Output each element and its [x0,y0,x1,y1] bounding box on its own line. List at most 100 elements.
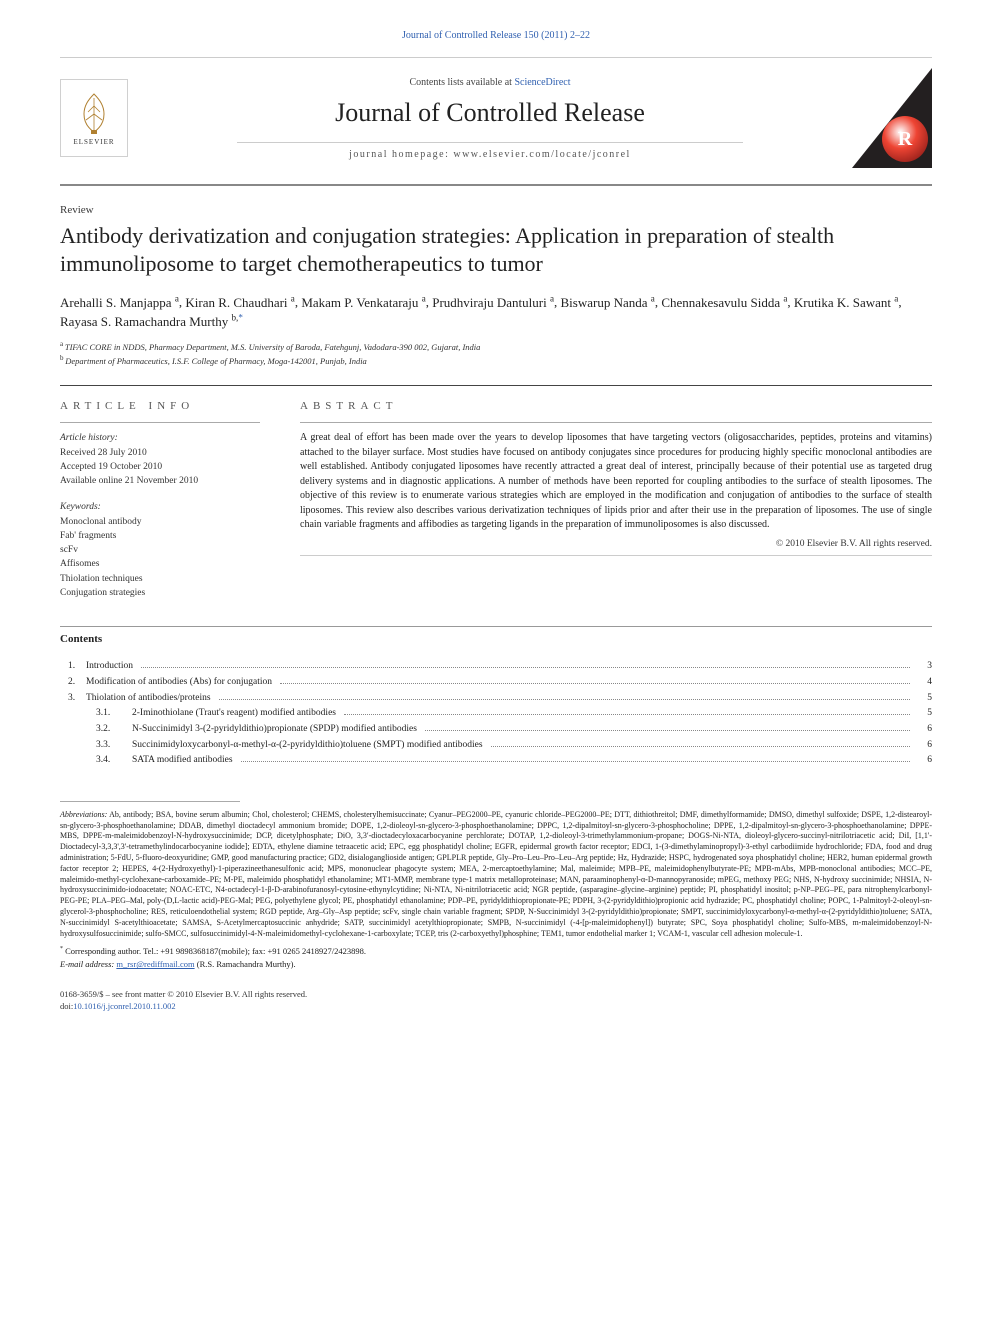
corresponding-author-block: * Corresponding author. Tel.: +91 989836… [60,945,932,971]
rule [60,57,932,58]
toc-row[interactable]: 3.2.N-Succinimidyl 3-(2-pyridyldithio)pr… [60,722,932,738]
affiliations: a TIFAC CORE in NDDS, Pharmacy Departmen… [60,340,932,367]
keyword: Affisomes [60,557,270,571]
article-history: Article history: Received 28 July 2010Ac… [60,431,270,488]
keyword: Monoclonal antibody [60,515,270,529]
rule [237,142,744,143]
author-affiliation-sup: a [422,293,426,303]
toc-subnumber: 3.3. [60,738,132,754]
toc-page: 6 [914,722,932,738]
abstract-text: A great deal of effort has been made ove… [300,431,932,533]
toc-row[interactable]: 1.Introduction 3 [60,659,932,675]
toc-page: 6 [914,738,932,754]
journal-cover-thumbnail[interactable]: R [852,68,932,168]
sciencedirect-link[interactable]: ScienceDirect [514,77,570,88]
toc-subnumber: 3.2. [60,722,132,738]
toc-label: Introduction [86,659,137,675]
abstract-copyright: © 2010 Elsevier B.V. All rights reserved… [300,539,932,549]
doi-prefix: doi: [60,1001,73,1011]
abstract-heading: ABSTRACT [300,400,932,412]
author: Biswarup Nanda a [561,295,655,310]
toc-page: 4 [914,675,932,691]
corresponding-email-link[interactable]: m_rsr@rediffmail.com [116,959,194,969]
toc-row[interactable]: 3.4.SATA modified antibodies6 [60,753,932,769]
affiliation-line: b Department of Pharmaceutics, I.S.F. Co… [60,354,932,368]
abbreviations-label: Abbreviations: [60,810,107,819]
rule [60,422,260,423]
elsevier-logo[interactable]: ELSEVIER [60,79,128,157]
toc-label: N-Succinimidyl 3-(2-pyridyldithio)propio… [132,722,421,738]
article-type-label: Review [60,204,932,216]
toc-row[interactable]: 3.1.2-Iminothiolane (Traut's reagent) mo… [60,706,932,722]
toc-leader-dots [425,730,910,731]
author: Krutika K. Sawant a [794,295,898,310]
doi-link[interactable]: 10.1016/j.jconrel.2010.11.002 [73,1001,175,1011]
author-affiliation-sup: a [175,293,179,303]
contents-section: Contents 1.Introduction32.Modification o… [60,626,932,769]
article-title: Antibody derivatization and conjugation … [60,222,932,278]
author-list: Arehalli S. Manjappa a, Kiran R. Chaudha… [60,292,932,332]
author-affiliation-sup: a [894,293,898,303]
author-affiliation-sup: a [783,293,787,303]
corresponding-line: Corresponding author. Tel.: +91 98983681… [65,946,366,956]
keywords-label: Keywords: [60,500,270,514]
tree-icon [74,90,114,136]
toc-label: SATA modified antibodies [132,753,237,769]
article-info-heading: ARTICLE INFO [60,400,270,412]
copyright-doi-block: 0168-3659/$ – see front matter © 2010 El… [60,989,932,1013]
toc-leader-dots [491,746,910,747]
contents-available-line: Contents lists available at ScienceDirec… [128,77,852,88]
keyword: scFv [60,543,270,557]
footnote-rule [60,801,240,802]
author: Chennakesavulu Sidda a [661,295,787,310]
history-line: Available online 21 November 2010 [60,474,270,488]
article-info-column: ARTICLE INFO Article history: Received 2… [60,400,270,600]
toc-leader-dots [219,699,910,700]
corresponding-star-link[interactable]: * [238,314,243,329]
homepage-url[interactable]: www.elsevier.com/locate/jconrel [453,149,630,160]
elsevier-wordmark: ELSEVIER [73,138,114,146]
affiliation-line: a TIFAC CORE in NDDS, Pharmacy Departmen… [60,340,932,354]
toc-row[interactable]: 3.Thiolation of antibodies/proteins 5 [60,691,932,707]
abbreviations-text: Ab, antibody; BSA, bovine serum albumin;… [60,810,932,938]
author: Prudhviraju Dantuluri a [432,295,554,310]
toc-label: Thiolation of antibodies/proteins [86,691,215,707]
abbreviations-block: Abbreviations: Ab, antibody; BSA, bovine… [60,810,932,940]
author-affiliation-sup: a [651,293,655,303]
contents-heading: Contents [60,626,932,649]
toc-number: 3. [60,691,86,707]
front-matter-line: 0168-3659/$ – see front matter © 2010 El… [60,989,932,1001]
toc-row[interactable]: 3.3.Succinimidyloxycarbonyl-α-methyl-α-(… [60,738,932,754]
author: Rayasa S. Ramachandra Murthy b,* [60,314,243,329]
keyword: Fab' fragments [60,529,270,543]
toc-label: 2-Iminothiolane (Traut's reagent) modifi… [132,706,340,722]
journal-title: Journal of Controlled Release [128,98,852,128]
toc-number: 1. [60,659,86,675]
keyword: Conjugation strategies [60,586,270,600]
toc-page: 3 [914,659,932,675]
toc-label: Modification of antibodies (Abs) for con… [86,675,276,691]
toc-row[interactable]: 2.Modification of antibodies (Abs) for c… [60,675,932,691]
author: Arehalli S. Manjappa a [60,295,179,310]
email-label: E-mail address: [60,959,114,969]
rule [300,555,932,556]
history-line: Received 28 July 2010 [60,446,270,460]
email-suffix: (R.S. Ramachandra Murthy). [195,959,296,969]
toc-number: 2. [60,675,86,691]
toc-page: 5 [914,691,932,707]
toc-leader-dots [280,683,910,684]
star-icon: * [60,947,63,953]
info-abstract-row: ARTICLE INFO Article history: Received 2… [60,385,932,600]
keywords-block: Keywords: Monoclonal antibodyFab' fragme… [60,500,270,600]
masthead: ELSEVIER Contents lists available at Sci… [60,62,932,176]
toc-label: Succinimidyloxycarbonyl-α-methyl-α-(2-py… [132,738,487,754]
author-affiliation-sup: a [550,293,554,303]
abstract-column: ABSTRACT A great deal of effort has been… [300,400,932,600]
author-affiliation-sup: a [291,293,295,303]
author: Makam P. Venkataraju a [301,295,425,310]
cover-ball-icon: R [882,116,928,162]
journal-citation[interactable]: Journal of Controlled Release 150 (2011)… [60,30,932,41]
history-label: Article history: [60,431,270,445]
toc-leader-dots [344,714,910,715]
rule [60,184,932,186]
